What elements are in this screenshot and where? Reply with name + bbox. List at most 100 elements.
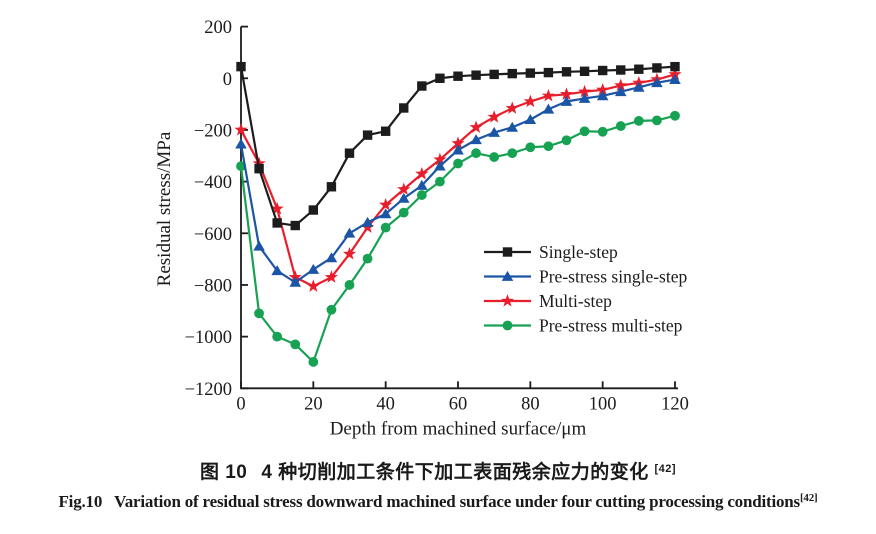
x-tick-label: 80 (521, 394, 540, 414)
triangle-marker (361, 216, 374, 227)
square-marker (502, 247, 513, 257)
figure-caption-en: Fig.10 Variation of residual stress downw… (0, 492, 876, 512)
square-marker (616, 65, 626, 75)
circle-marker (308, 357, 319, 367)
y-tick-label: 200 (204, 18, 232, 38)
star-marker (505, 101, 519, 114)
y-tick-label: −600 (194, 225, 232, 245)
triangle-marker (325, 252, 338, 263)
circle-marker (597, 126, 608, 137)
triangle-marker (271, 265, 283, 276)
figure-caption-zh: 图 10 4 种切削加工条件下加工表面残余应力的变化 [42] (0, 457, 876, 484)
star-marker (379, 197, 393, 211)
square-marker (579, 66, 590, 76)
square-marker (453, 71, 463, 81)
legend-item-single-step: Single-step (484, 242, 618, 262)
square-marker (399, 103, 409, 113)
series-pre-stress-multi-step (236, 110, 680, 367)
square-marker (507, 68, 517, 79)
x-tick-label: 40 (376, 394, 395, 414)
circle-marker (453, 158, 463, 169)
legend: Single-step Pre-stress single-step Multi-s… (484, 242, 687, 336)
circle-marker (398, 207, 409, 218)
x-tick-label: 20 (304, 394, 323, 414)
circle-marker (502, 320, 513, 331)
square-marker (380, 126, 391, 136)
star-marker (523, 94, 537, 108)
triangle-marker (289, 276, 302, 287)
triangle-marker (596, 90, 609, 101)
star-marker (500, 294, 515, 307)
y-tick-label: −1000 (185, 328, 232, 348)
legend-label: Multi-step (539, 291, 612, 311)
triangle-marker (651, 77, 663, 88)
square-marker (670, 61, 680, 72)
circle-marker (416, 190, 427, 200)
triangle-marker (397, 192, 410, 203)
star-marker (306, 279, 320, 292)
square-marker (344, 148, 355, 158)
x-tick-label: 120 (661, 394, 689, 414)
square-marker (272, 218, 282, 228)
square-marker (236, 61, 246, 72)
circle-marker (543, 141, 554, 152)
circle-marker (633, 116, 644, 126)
caption-en-reference: [42] (799, 492, 818, 504)
circle-marker (344, 280, 355, 290)
star-marker (596, 83, 610, 96)
square-marker (543, 67, 554, 78)
triangle-marker (235, 138, 247, 149)
circle-marker (380, 222, 391, 233)
square-marker (417, 81, 427, 91)
square-marker (326, 182, 337, 192)
caption-zh-number: 图 10 (199, 462, 248, 483)
circle-marker (471, 148, 481, 159)
star-marker (451, 136, 465, 149)
star-marker (559, 87, 574, 100)
star-marker (541, 88, 555, 102)
circle-marker (290, 339, 301, 350)
y-tick-label: −200 (194, 121, 232, 141)
triangle-marker (416, 179, 428, 190)
square-marker (652, 63, 662, 73)
square-marker (489, 69, 499, 80)
circle-marker (362, 253, 373, 264)
star-marker (578, 84, 592, 98)
square-marker (254, 163, 264, 174)
triangle-marker (542, 103, 555, 114)
square-marker (471, 70, 481, 80)
star-marker (397, 182, 411, 195)
circle-marker (525, 142, 536, 153)
triangle-marker (669, 73, 681, 84)
legend-item-pre-stress-multi-step: Pre-stress multi-step (484, 316, 683, 336)
star-marker (234, 123, 248, 136)
circle-marker (561, 135, 572, 146)
y-tick-label: 0 (223, 70, 232, 90)
star-marker (668, 67, 682, 80)
legend-label: Pre-stress single-step (539, 267, 687, 287)
square-marker (634, 64, 644, 74)
triangle-marker (307, 263, 320, 274)
square-marker (290, 220, 300, 231)
square-marker (525, 68, 536, 78)
triangle-marker (379, 208, 392, 219)
series-single-step (236, 61, 680, 231)
legend-label: Single-step (539, 242, 618, 262)
triangle-marker (470, 134, 482, 145)
legend-item-pre-stress-single-step: Pre-stress single-step (484, 267, 687, 287)
triangle-marker (560, 95, 573, 106)
triangle-marker (614, 86, 627, 97)
circle-marker (670, 110, 680, 121)
star-marker (433, 152, 447, 166)
y-tick-label: −400 (194, 173, 232, 193)
circle-marker (615, 121, 626, 131)
square-marker (308, 205, 319, 215)
y-tick-label: −1200 (185, 380, 232, 400)
legend-label: Pre-stress multi-step (539, 316, 683, 336)
star-marker (324, 270, 338, 283)
star-marker (415, 166, 429, 180)
square-marker (597, 65, 608, 76)
triangle-marker (434, 160, 446, 171)
